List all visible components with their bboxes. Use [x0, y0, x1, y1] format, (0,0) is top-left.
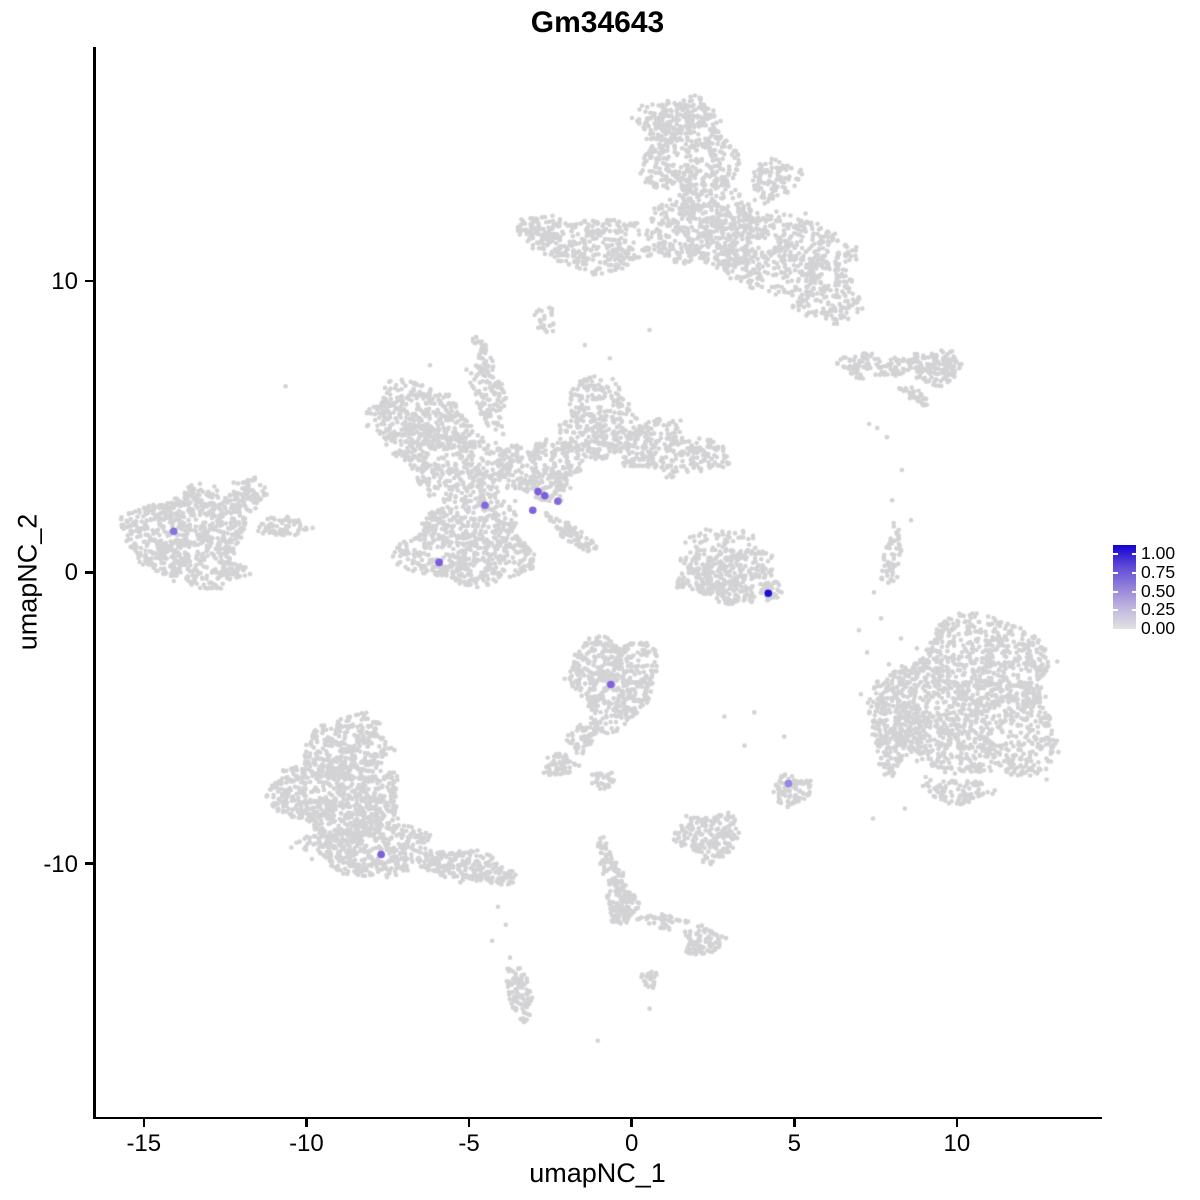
y-tick-mark — [85, 571, 93, 574]
x-tick-label: -10 — [289, 1130, 324, 1157]
x-tick-label: 5 — [787, 1130, 801, 1157]
y-axis-title: umapNC_2 — [12, 513, 43, 651]
legend-tick-dash — [1113, 609, 1118, 612]
legend-tick-dash — [1131, 571, 1136, 574]
x-tick-label: -15 — [126, 1130, 162, 1157]
legend-tick-dash — [1131, 609, 1136, 612]
y-tick-label: 10 — [51, 268, 78, 296]
x-tick-mark — [793, 1119, 796, 1127]
legend-tick-dash — [1131, 590, 1136, 593]
x-tick-label: -5 — [458, 1130, 480, 1157]
legend-tick-label: 0.50 — [1141, 580, 1176, 601]
x-tick-mark — [142, 1119, 146, 1127]
legend-tick-dash — [1113, 553, 1118, 555]
x-axis-line — [93, 1116, 1102, 1119]
x-tick-mark — [630, 1119, 633, 1127]
y-axis-line — [93, 47, 96, 1119]
x-tick-label: 0 — [624, 1130, 639, 1157]
legend-tick-dash — [1113, 590, 1118, 593]
legend-tick-dash — [1113, 571, 1118, 574]
x-axis-title: umapNC_1 — [529, 1158, 666, 1188]
x-tick-mark — [305, 1119, 308, 1127]
x-tick-mark — [955, 1119, 959, 1127]
y-tick-mark — [85, 862, 93, 865]
y-tick-mark — [85, 279, 93, 283]
y-tick-label: 0 — [64, 559, 78, 587]
x-tick-label: 10 — [943, 1130, 971, 1157]
legend-tick-label: 0.75 — [1141, 561, 1176, 582]
y-tick-label: -10 — [43, 850, 78, 878]
expression-legend: 1.00 0.75 0.50 0.25 0.00 — [1113, 543, 1200, 640]
x-tick-mark — [467, 1119, 471, 1127]
legend-colorbar — [1113, 545, 1136, 629]
legend-tick-label: 0.00 — [1141, 618, 1176, 638]
legend-tick-label: 1.00 — [1141, 543, 1176, 563]
legend-tick-label: 0.25 — [1141, 599, 1176, 620]
legend-tick-dash — [1131, 553, 1136, 555]
plot-title: Gm34643 — [530, 6, 665, 39]
